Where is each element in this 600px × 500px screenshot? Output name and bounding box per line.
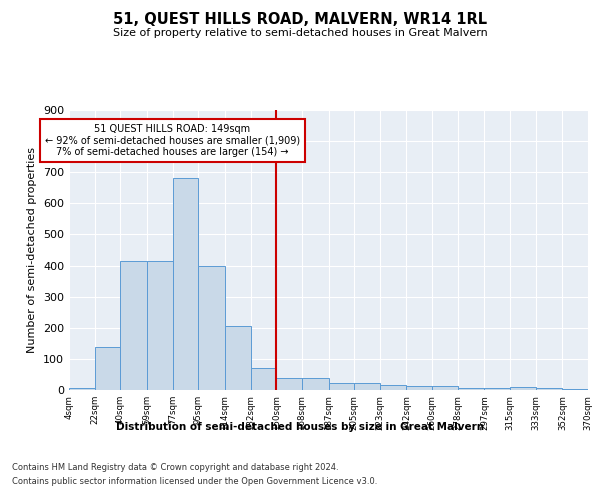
Bar	[458, 388, 484, 390]
Y-axis label: Number of semi-detached properties: Number of semi-detached properties	[28, 147, 37, 353]
Bar	[354, 383, 380, 390]
Text: Contains public sector information licensed under the Open Government Licence v3: Contains public sector information licen…	[12, 478, 377, 486]
Bar	[329, 383, 354, 390]
Bar	[173, 178, 198, 390]
Bar	[510, 387, 536, 390]
Bar	[251, 368, 276, 390]
Bar	[120, 261, 147, 390]
Text: 51 QUEST HILLS ROAD: 149sqm
← 92% of semi-detached houses are smaller (1,909)
7%: 51 QUEST HILLS ROAD: 149sqm ← 92% of sem…	[45, 124, 300, 157]
Bar	[406, 386, 432, 390]
Bar	[276, 378, 302, 390]
Text: Distribution of semi-detached houses by size in Great Malvern: Distribution of semi-detached houses by …	[116, 422, 484, 432]
Bar	[536, 388, 562, 390]
Text: Contains HM Land Registry data © Crown copyright and database right 2024.: Contains HM Land Registry data © Crown c…	[12, 462, 338, 471]
Bar	[69, 388, 95, 390]
Bar	[302, 378, 329, 390]
Bar	[380, 385, 406, 390]
Bar	[198, 266, 225, 390]
Text: 51, QUEST HILLS ROAD, MALVERN, WR14 1RL: 51, QUEST HILLS ROAD, MALVERN, WR14 1RL	[113, 12, 487, 28]
Bar	[225, 326, 251, 390]
Bar	[147, 261, 173, 390]
Bar	[95, 347, 120, 390]
Bar	[484, 388, 510, 390]
Text: Size of property relative to semi-detached houses in Great Malvern: Size of property relative to semi-detach…	[113, 28, 487, 38]
Bar	[432, 386, 458, 390]
